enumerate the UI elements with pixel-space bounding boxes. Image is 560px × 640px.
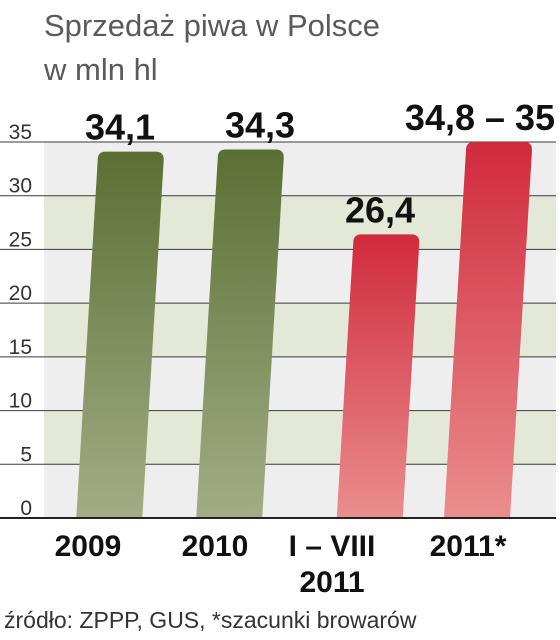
x-tick-label: 2011* <box>430 530 507 563</box>
bar <box>196 149 284 518</box>
x-tick-label: 2009 <box>55 530 122 563</box>
y-tick-label: 0 <box>20 497 32 520</box>
x-tick-label: I – VIII <box>289 530 376 563</box>
bar <box>336 234 420 519</box>
x-tick-label: 2010 <box>182 530 249 563</box>
y-tick-label: 25 <box>9 228 32 251</box>
chart-title: Sprzedaż piwa w Polsce <box>44 8 380 43</box>
data-label: 34,1 <box>85 107 155 148</box>
y-tick-label: 5 <box>20 443 32 466</box>
data-label: 34,8 – 35 <box>405 97 555 138</box>
y-tick-label: 15 <box>9 336 32 359</box>
bar <box>76 151 164 518</box>
bar <box>444 142 532 518</box>
data-labels: 34,1 34,3 26,4 34,8 – 35 <box>85 97 555 230</box>
data-label: 26,4 <box>345 189 415 230</box>
y-tick-label: 20 <box>9 282 32 305</box>
data-label: 34,3 <box>225 105 295 146</box>
y-tick-label: 35 <box>9 121 32 144</box>
y-tick-labels: 0 5 10 15 20 25 30 35 <box>9 121 32 520</box>
x-tick-label: 2011 <box>299 566 364 599</box>
source-note: źródło: ZPPP, GUS, *szacunki browarów <box>4 607 417 633</box>
chart-subtitle: w mln hl <box>44 52 158 87</box>
y-tick-label: 10 <box>9 390 32 413</box>
y-tick-label: 30 <box>9 175 32 198</box>
bars <box>76 142 532 519</box>
